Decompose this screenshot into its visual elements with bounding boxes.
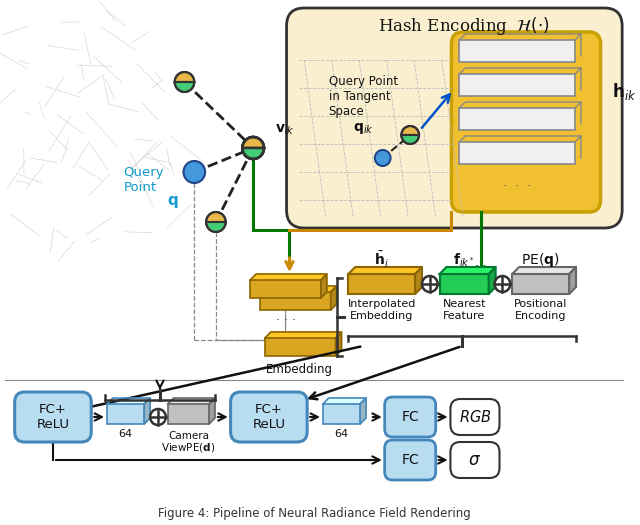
Circle shape (150, 409, 166, 425)
Text: Figure 4: Pipeline of Neural Radiance Field Rendering: Figure 4: Pipeline of Neural Radiance Fi… (157, 507, 470, 520)
Bar (512, 274, 569, 294)
FancyBboxPatch shape (15, 392, 92, 442)
Wedge shape (206, 222, 226, 232)
Text: $\mathbf{q}$: $\mathbf{q}$ (167, 194, 179, 210)
Circle shape (184, 161, 205, 183)
Polygon shape (512, 267, 576, 274)
Polygon shape (489, 267, 495, 294)
Text: ViewPE$(\mathbf{d})$: ViewPE$(\mathbf{d})$ (161, 442, 216, 455)
FancyBboxPatch shape (451, 32, 600, 212)
Bar (250, 280, 321, 298)
Text: ·  ·  ·: · · · (503, 180, 531, 193)
Polygon shape (348, 267, 422, 274)
FancyBboxPatch shape (451, 399, 499, 435)
FancyBboxPatch shape (451, 442, 499, 478)
Text: 64: 64 (118, 429, 132, 439)
Wedge shape (175, 72, 195, 82)
Bar (460, 40, 575, 62)
Text: FC+
ReLU: FC+ ReLU (252, 403, 285, 431)
Polygon shape (569, 267, 576, 294)
Polygon shape (144, 398, 150, 424)
Text: Positional
Encoding: Positional Encoding (514, 299, 568, 321)
Wedge shape (401, 135, 419, 144)
Text: FC+
ReLU: FC+ ReLU (36, 403, 70, 431)
Text: FC: FC (401, 410, 419, 424)
Bar (460, 142, 575, 164)
FancyBboxPatch shape (385, 440, 436, 480)
Text: Query
Point: Query Point (124, 166, 164, 194)
Text: $\mathrm{PE}(\mathbf{q})$: $\mathrm{PE}(\mathbf{q})$ (522, 251, 560, 269)
Polygon shape (415, 267, 422, 294)
Bar (107, 404, 144, 424)
Polygon shape (107, 398, 150, 404)
Polygon shape (323, 398, 366, 404)
Text: $\mathbf{f}_{ik^*}$: $\mathbf{f}_{ik^*}$ (453, 251, 475, 269)
Text: FC: FC (401, 453, 419, 467)
Wedge shape (243, 137, 264, 148)
Bar (440, 274, 489, 294)
Polygon shape (168, 398, 215, 404)
Text: · · ·: · · · (276, 313, 296, 327)
Wedge shape (243, 137, 264, 148)
Circle shape (375, 150, 390, 166)
Polygon shape (360, 398, 366, 424)
Polygon shape (440, 267, 495, 274)
Polygon shape (260, 286, 337, 292)
Text: Embedding: Embedding (266, 363, 333, 376)
Wedge shape (243, 148, 264, 159)
Text: $\mathit{RGB}$: $\mathit{RGB}$ (459, 409, 492, 425)
FancyBboxPatch shape (230, 392, 307, 442)
FancyBboxPatch shape (385, 397, 436, 437)
Text: Nearest
Feature: Nearest Feature (442, 299, 486, 321)
Wedge shape (401, 126, 419, 135)
Bar (460, 108, 575, 130)
Bar (260, 292, 331, 310)
Polygon shape (335, 332, 342, 356)
Text: $\sigma$: $\sigma$ (468, 451, 481, 469)
Wedge shape (243, 148, 264, 159)
Text: 64: 64 (335, 429, 349, 439)
Text: Hash Encoding  $\mathcal{H}(\cdot)$: Hash Encoding $\mathcal{H}(\cdot)$ (378, 15, 550, 37)
FancyBboxPatch shape (287, 8, 622, 228)
Polygon shape (250, 274, 327, 280)
Bar (348, 274, 415, 294)
Bar (168, 404, 209, 424)
Polygon shape (265, 332, 342, 338)
Circle shape (422, 276, 438, 292)
Bar (323, 404, 360, 424)
Polygon shape (331, 286, 337, 310)
Text: $\mathbf{q}_{ik}$: $\mathbf{q}_{ik}$ (353, 121, 374, 135)
Circle shape (495, 276, 510, 292)
Text: Query Point
in Tangent
Space: Query Point in Tangent Space (329, 75, 398, 118)
Bar (265, 338, 335, 356)
Text: $\mathbf{h}_{ik}$: $\mathbf{h}_{ik}$ (612, 81, 637, 102)
Wedge shape (175, 82, 195, 92)
Wedge shape (206, 212, 226, 222)
Polygon shape (321, 274, 327, 298)
Text: $\mathbf{v}_{ik}$: $\mathbf{v}_{ik}$ (275, 123, 294, 137)
Text: Interpolated
Embedding: Interpolated Embedding (348, 299, 416, 321)
Text: Camera: Camera (168, 431, 209, 441)
Text: $\bar{\mathbf{h}}_i$: $\bar{\mathbf{h}}_i$ (374, 250, 389, 270)
Bar (460, 74, 575, 96)
Polygon shape (209, 398, 215, 424)
